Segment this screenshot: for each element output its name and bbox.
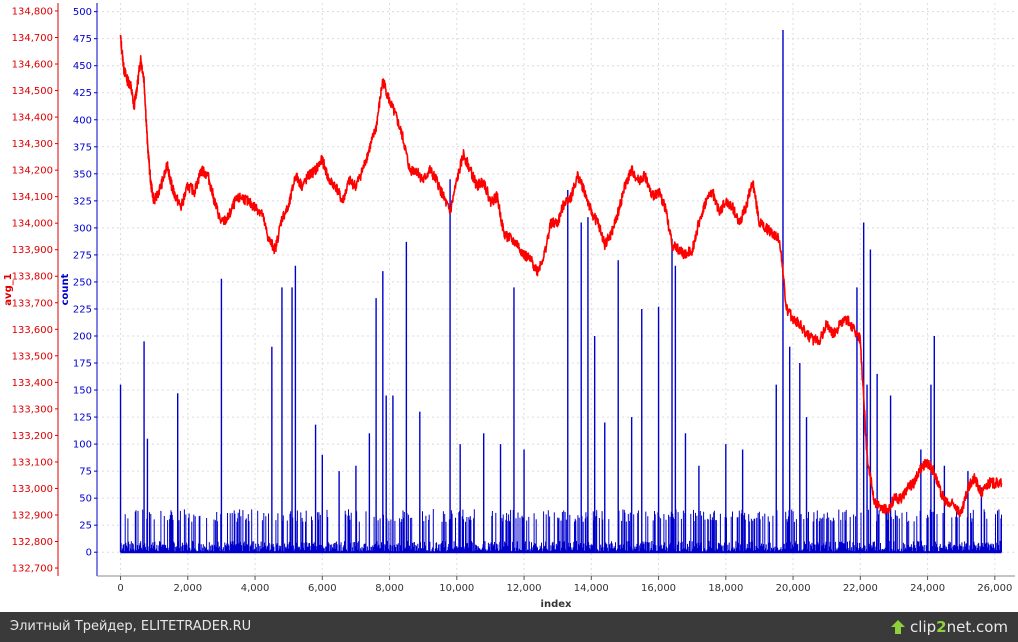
left-tick-label: 133,200 xyxy=(12,431,53,442)
left-tick-label: 134,800 xyxy=(12,6,53,17)
x-tick-label: 14,000 xyxy=(574,583,609,594)
x-tick-label: 12,000 xyxy=(507,583,542,594)
right-tick-label: 325 xyxy=(73,196,92,207)
right-tick-label: 225 xyxy=(73,304,92,315)
left-tick-label: 132,700 xyxy=(12,564,53,575)
right-axis-label: count xyxy=(60,273,71,305)
x-tick-label: 6,000 xyxy=(308,583,337,594)
left-tick-label: 133,300 xyxy=(12,404,53,415)
chart-area: 132,700 132,800 132,900 133,000 133,100 133,2… xyxy=(0,0,1018,612)
left-tick-label: 134,700 xyxy=(12,33,53,44)
right-tick-label: 300 xyxy=(73,223,92,234)
x-tick-label: 24,000 xyxy=(910,583,945,594)
left-axis-label: avg_1 xyxy=(3,273,14,305)
right-tick-label: 50 xyxy=(79,494,92,505)
left-tick-label: 134,300 xyxy=(12,139,53,150)
left-tick-label: 132,800 xyxy=(12,537,53,548)
x-axis-label: index xyxy=(541,599,572,610)
left-tick-label: 133,700 xyxy=(12,298,53,309)
right-tick-label: 25 xyxy=(79,521,92,532)
left-tick-label: 133,400 xyxy=(12,378,53,389)
logo-text-left: clip xyxy=(910,618,936,636)
left-tick-label: 134,600 xyxy=(12,60,53,71)
left-tick-label: 133,600 xyxy=(12,325,53,336)
left-tick-label: 134,500 xyxy=(12,86,53,97)
right-tick-label: 100 xyxy=(73,440,92,451)
logo-text: clip2net.com xyxy=(910,618,1008,636)
left-tick-label: 134,400 xyxy=(12,113,53,124)
right-tick-label: 375 xyxy=(73,142,92,153)
left-tick-label: 134,200 xyxy=(12,166,53,177)
footer-caption: Элитный Трейдер, ELITETRADER.RU xyxy=(10,619,251,634)
right-tick-label: 275 xyxy=(73,250,92,261)
x-tick-label: 2,000 xyxy=(173,583,202,594)
chart-svg: 132,700 132,800 132,900 133,000 133,100 133,2… xyxy=(0,0,1018,612)
right-tick-label: 0 xyxy=(86,548,92,559)
footer-bar: Элитный Трейдер, ELITETRADER.RU clip2net… xyxy=(0,612,1018,642)
x-tick-label: 18,000 xyxy=(708,583,743,594)
x-tick-label: 4,000 xyxy=(241,583,270,594)
right-tick-label: 450 xyxy=(73,61,92,72)
x-tick-label: 22,000 xyxy=(843,583,878,594)
logo-text-accent: 2 xyxy=(936,618,946,636)
left-tick-label: 133,100 xyxy=(12,457,53,468)
logo-text-right: net.com xyxy=(947,618,1008,636)
x-tick-label: 10,000 xyxy=(439,583,474,594)
x-tick-label: 16,000 xyxy=(641,583,676,594)
right-tick-label: 425 xyxy=(73,88,92,99)
right-tick-label: 175 xyxy=(73,359,92,370)
left-tick-label: 134,000 xyxy=(12,219,53,230)
x-tick-label: 26,000 xyxy=(977,583,1012,594)
right-tick-label: 150 xyxy=(73,386,92,397)
right-tick-label: 75 xyxy=(79,467,92,478)
left-tick-label: 133,800 xyxy=(12,272,53,283)
right-tick-label: 250 xyxy=(73,277,92,288)
left-tick-label: 133,500 xyxy=(12,351,53,362)
right-tick-label: 350 xyxy=(73,169,92,180)
x-tick-label: 0 xyxy=(117,583,123,594)
right-tick-label: 475 xyxy=(73,34,92,45)
clip2net-logo[interactable]: clip2net.com xyxy=(890,617,1008,637)
left-tick-label: 132,900 xyxy=(12,510,53,521)
x-tick-label: 8,000 xyxy=(375,583,404,594)
upload-arrow-icon xyxy=(890,619,906,635)
left-tick-label: 133,000 xyxy=(12,484,53,495)
x-tick-label: 20,000 xyxy=(776,583,811,594)
right-tick-label: 200 xyxy=(73,331,92,342)
right-tick-label: 400 xyxy=(73,115,92,126)
right-tick-label: 125 xyxy=(73,413,92,424)
left-tick-label: 134,100 xyxy=(12,192,53,203)
right-tick-label: 500 xyxy=(73,7,92,18)
left-tick-label: 133,900 xyxy=(12,245,53,256)
